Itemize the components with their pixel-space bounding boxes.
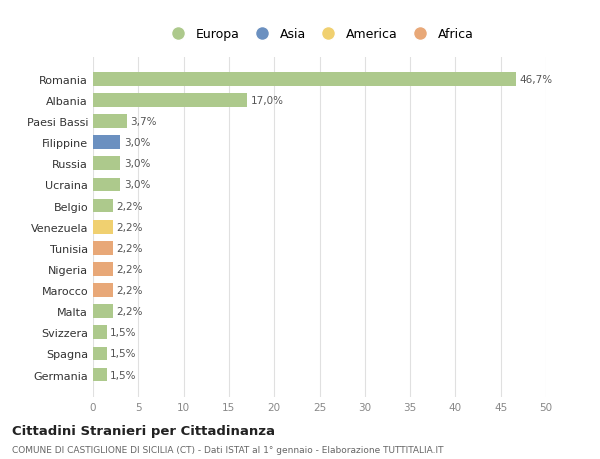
Text: 2,2%: 2,2% — [116, 243, 143, 253]
Bar — [93, 94, 247, 107]
Bar — [93, 305, 113, 319]
Bar — [93, 199, 113, 213]
Bar — [93, 136, 120, 150]
Bar — [93, 347, 107, 360]
Bar — [93, 263, 113, 276]
Text: 1,5%: 1,5% — [110, 370, 137, 380]
Bar — [93, 157, 120, 171]
Bar — [93, 220, 113, 234]
Bar — [93, 368, 107, 381]
Text: 17,0%: 17,0% — [251, 96, 284, 106]
Text: 3,7%: 3,7% — [130, 117, 157, 127]
Bar — [93, 73, 516, 86]
Bar — [93, 178, 120, 192]
Text: 3,0%: 3,0% — [124, 138, 150, 148]
Text: 2,2%: 2,2% — [116, 201, 143, 211]
Text: 1,5%: 1,5% — [110, 328, 137, 337]
Text: 2,2%: 2,2% — [116, 222, 143, 232]
Bar — [93, 241, 113, 255]
Text: 3,0%: 3,0% — [124, 159, 150, 169]
Legend: Europa, Asia, America, Africa: Europa, Asia, America, Africa — [161, 23, 478, 46]
Text: 2,2%: 2,2% — [116, 285, 143, 296]
Text: 46,7%: 46,7% — [520, 75, 553, 84]
Text: COMUNE DI CASTIGLIONE DI SICILIA (CT) - Dati ISTAT al 1° gennaio - Elaborazione : COMUNE DI CASTIGLIONE DI SICILIA (CT) - … — [12, 445, 443, 454]
Text: 3,0%: 3,0% — [124, 180, 150, 190]
Bar — [93, 115, 127, 129]
Bar — [93, 284, 113, 297]
Bar — [93, 326, 107, 340]
Text: Cittadini Stranieri per Cittadinanza: Cittadini Stranieri per Cittadinanza — [12, 424, 275, 437]
Text: 1,5%: 1,5% — [110, 349, 137, 358]
Text: 2,2%: 2,2% — [116, 264, 143, 274]
Text: 2,2%: 2,2% — [116, 307, 143, 317]
